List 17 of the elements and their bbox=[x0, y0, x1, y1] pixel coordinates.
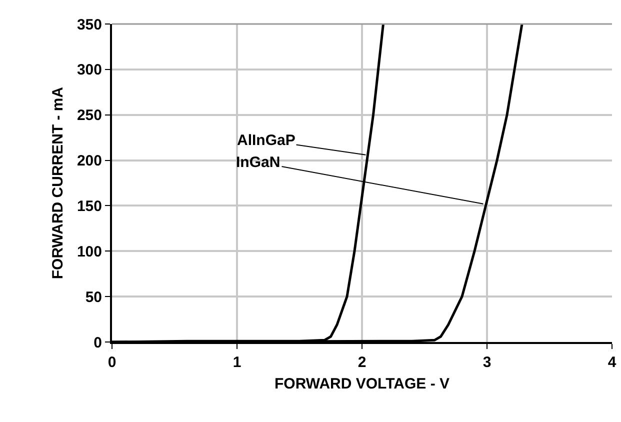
x-tick-label: 1 bbox=[232, 354, 242, 371]
annotation: InGaN bbox=[236, 154, 280, 171]
y-tick-label: 350 bbox=[76, 16, 102, 34]
y-axis-title: FORWARD CURRENT - mA bbox=[50, 86, 67, 280]
x-axis-title: FORWARD VOLTAGE - V bbox=[274, 376, 450, 392]
y-tick-label: 300 bbox=[76, 62, 102, 79]
x-tick-label: 0 bbox=[108, 354, 116, 371]
y-tick-label: 50 bbox=[85, 288, 102, 306]
y-tick-label: 250 bbox=[76, 107, 102, 124]
y-tick-label: 100 bbox=[76, 243, 102, 260]
x-tick-label: 2 bbox=[358, 354, 366, 371]
x-tick-label: 3 bbox=[482, 354, 492, 371]
annotation: AlInGaP bbox=[237, 132, 296, 149]
y-tick-label: 0 bbox=[94, 334, 102, 352]
x-tick-label: 4 bbox=[608, 354, 617, 371]
y-tick-label: 200 bbox=[76, 152, 102, 170]
y-tick-label: 150 bbox=[76, 198, 102, 215]
